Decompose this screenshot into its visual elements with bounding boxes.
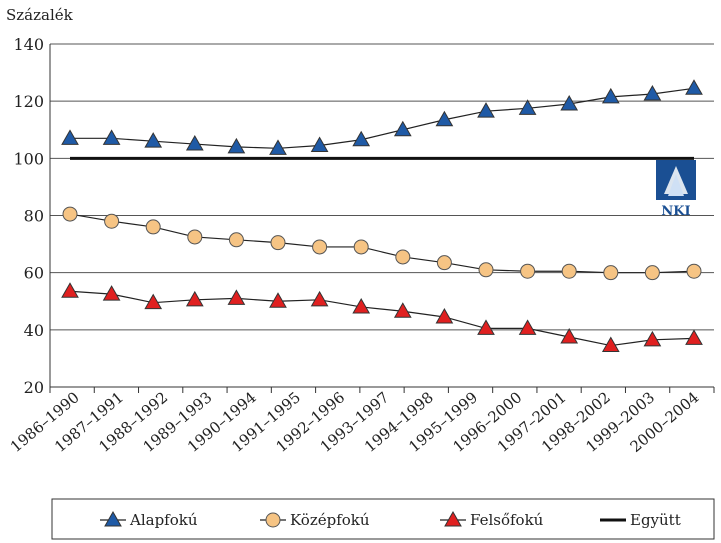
y-axis-ticks: 20 40 60 80 100 120 140 <box>13 35 44 397</box>
legend-label: Felsőfokú <box>470 511 544 529</box>
data-point <box>643 330 662 347</box>
data-point <box>643 85 662 101</box>
data-point <box>102 129 121 145</box>
data-point <box>61 129 79 145</box>
legend-label: Középfokú <box>290 511 370 529</box>
data-point <box>185 290 204 307</box>
y-tick-label: 60 <box>24 264 44 283</box>
data-point <box>644 265 660 281</box>
series-Felsőfokú <box>61 282 703 353</box>
y-tick-label: 40 <box>24 321 44 340</box>
y-tick-label: 20 <box>24 378 44 397</box>
legend-label: Alapfokú <box>129 511 198 529</box>
x-axis-ticks: 1986–19901987–19911988–19921989–19931990… <box>7 387 715 456</box>
data-point <box>185 135 204 151</box>
y-axis-label: Százalék <box>6 6 74 24</box>
data-point <box>62 206 78 222</box>
data-point <box>227 289 246 305</box>
data-point <box>436 255 452 271</box>
data-point <box>352 297 371 314</box>
gridlines <box>50 43 714 331</box>
legend-box <box>51 498 715 540</box>
data-point <box>520 263 536 279</box>
data-point <box>601 336 620 353</box>
data-point <box>104 213 120 229</box>
data-point <box>187 229 203 245</box>
data-point <box>560 327 579 344</box>
legend: Alapfokú Középfokú Felsőfokú Együtt <box>51 498 715 540</box>
data-point <box>61 282 79 298</box>
series-line <box>69 290 695 347</box>
data-point <box>560 95 579 111</box>
data-point <box>478 262 494 278</box>
data-point <box>312 239 328 255</box>
data-point <box>435 307 454 324</box>
data-point <box>518 319 537 335</box>
data-point <box>601 87 620 104</box>
data-point <box>310 290 329 307</box>
data-point <box>269 139 287 155</box>
y-tick-label: 140 <box>13 35 44 54</box>
data-point <box>435 110 454 127</box>
data-point <box>393 302 412 318</box>
legend-label: Együtt <box>630 511 681 529</box>
data-point <box>685 329 703 345</box>
series-line <box>70 87 695 149</box>
data-point <box>393 120 412 137</box>
data-point <box>395 249 411 265</box>
data-point <box>144 132 163 148</box>
data-point <box>228 232 244 248</box>
tree-icon-inner <box>668 174 684 196</box>
legend-marker <box>444 510 462 527</box>
data-point <box>353 239 369 255</box>
series-Alapfokú <box>61 79 703 155</box>
data-point <box>603 265 619 281</box>
data-point <box>310 136 329 152</box>
data-point <box>685 79 703 95</box>
data-point <box>477 319 495 335</box>
y-tick-label: 100 <box>13 149 44 168</box>
legend-marker <box>265 512 281 528</box>
data-point <box>227 137 246 154</box>
data-point <box>102 285 121 301</box>
data-point <box>686 263 702 279</box>
data-point <box>561 263 577 279</box>
y-tick-label: 120 <box>13 92 44 111</box>
data-point <box>477 102 495 118</box>
data-point <box>270 235 286 251</box>
data-point <box>144 293 163 310</box>
nki-logo-text: NKI <box>661 204 690 219</box>
data-point <box>269 292 287 308</box>
nki-logo: NKI <box>656 160 696 219</box>
legend-marker <box>104 510 122 527</box>
data-point <box>145 219 161 235</box>
series-line <box>69 213 695 274</box>
data-point <box>518 99 537 115</box>
axes <box>49 44 714 388</box>
series-Középfokú <box>62 206 702 281</box>
y-tick-label: 80 <box>24 207 44 226</box>
data-point <box>352 130 371 147</box>
series-group <box>61 79 703 353</box>
